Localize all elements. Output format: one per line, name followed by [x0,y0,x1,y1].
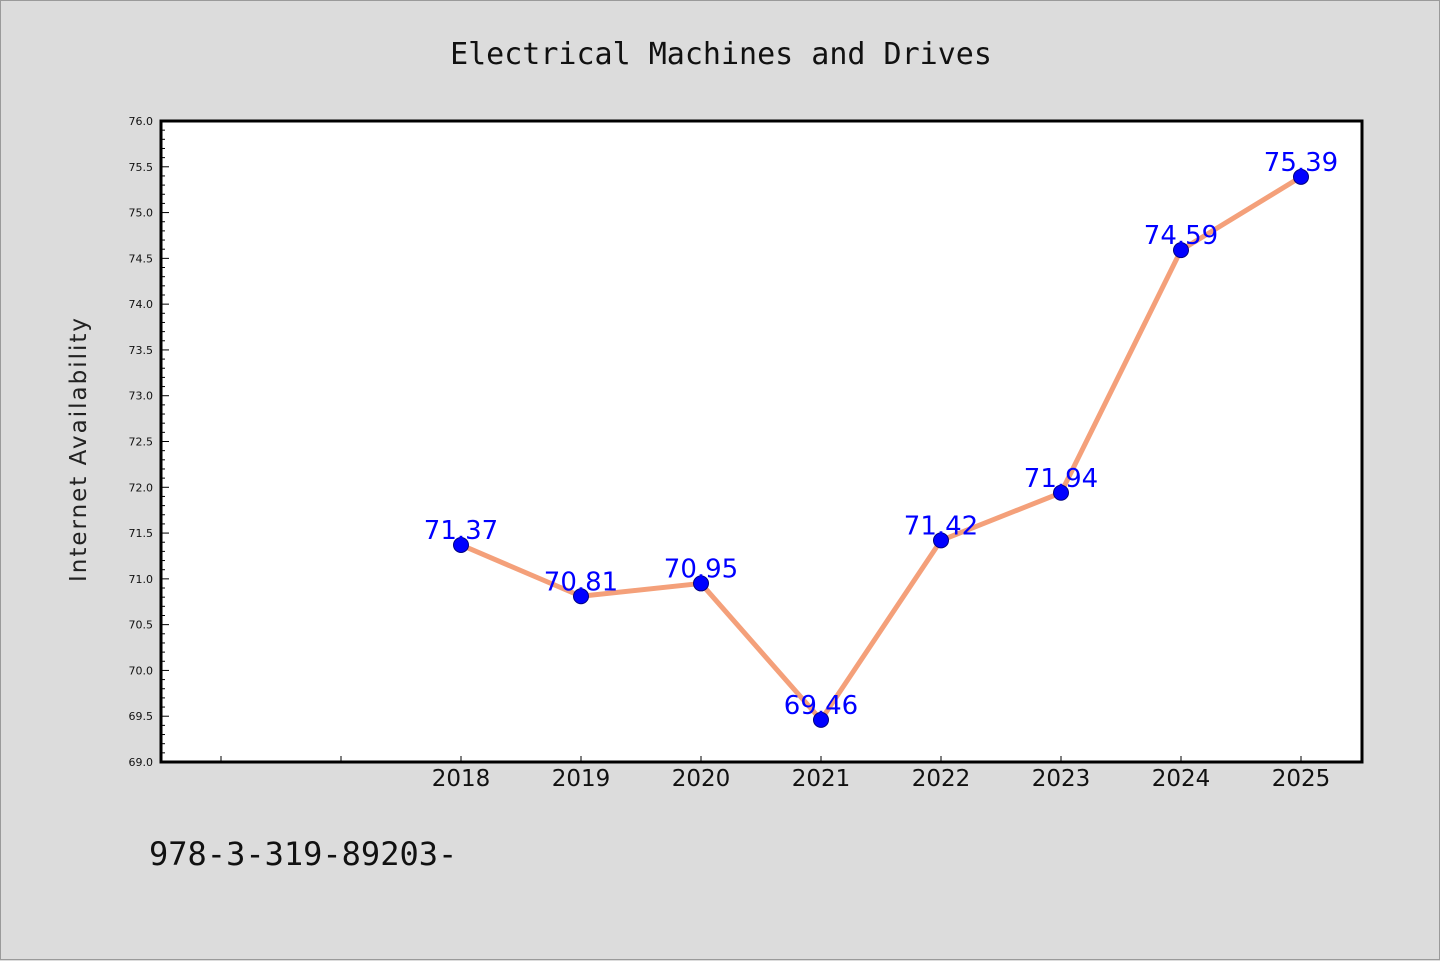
data-point [813,711,829,728]
y-tick-label: 70.5 [129,619,154,632]
x-tick-label: 2024 [1152,766,1211,792]
x-tick-label: 2018 [432,766,491,792]
series-line-group [458,174,1304,723]
x-tick-label: 2019 [552,766,611,792]
y-tick-label: 74.0 [129,298,154,311]
x-tick-label: 2020 [672,766,731,792]
data-point [453,536,469,553]
data-point [573,588,589,605]
y-tick-label: 73.5 [129,344,154,357]
y-tick-label: 75.5 [129,161,154,174]
y-tick-label: 76.0 [129,115,154,128]
data-label: 74.59 [1144,221,1218,251]
y-tick-label: 71.5 [129,527,154,540]
data-label: 69.46 [784,691,858,721]
y-tick-label: 69.0 [129,756,154,769]
y-tick-label: 72.0 [129,481,154,494]
x-tick-label: 2022 [912,766,971,792]
data-label: 75.39 [1264,148,1338,178]
data-point [1293,168,1309,185]
plot-area [159,119,1364,764]
footer-isbn: 978-3-319-89203- [149,835,457,873]
data-label: 70.81 [544,567,618,597]
y-tick-label: 73.0 [129,390,154,403]
data-points [453,168,1309,728]
x-axis-ticks: 2018 2019 2020 2021 2022 2023 2024 2025 [220,756,1331,792]
y-tick-label: 69.5 [129,710,154,723]
y-tick-label: 72.5 [129,436,154,449]
y-axis-label: Internet Availability [66,316,92,582]
y-tick-label: 70.0 [129,664,154,677]
y-tick-label: 74.5 [129,252,154,265]
data-labels: 71.37 70.81 70.95 69.46 71.42 71.94 74.59 75.39 [424,148,1338,721]
series-line [458,174,1304,723]
data-point [693,575,709,592]
x-tick-label: 2023 [1032,766,1091,792]
data-label: 71.42 [904,511,978,541]
y-axis-ticks: 69.0 69.5 70.0 70.5 71.0 71.5 72.0 72.5 73.0 73.5… [129,115,169,769]
y-tick-label: 71.0 [129,573,154,586]
data-label: 70.95 [664,554,738,584]
x-tick-label: 2021 [792,766,851,792]
y-tick-label: 75.0 [129,207,154,220]
data-label: 71.94 [1024,464,1098,494]
x-tick-label: 2025 [1272,766,1331,792]
chart-title: Electrical Machines and Drives [450,37,992,72]
data-point [1053,484,1069,501]
data-label: 71.37 [424,516,498,546]
data-point [933,532,949,549]
data-point [1173,242,1189,259]
